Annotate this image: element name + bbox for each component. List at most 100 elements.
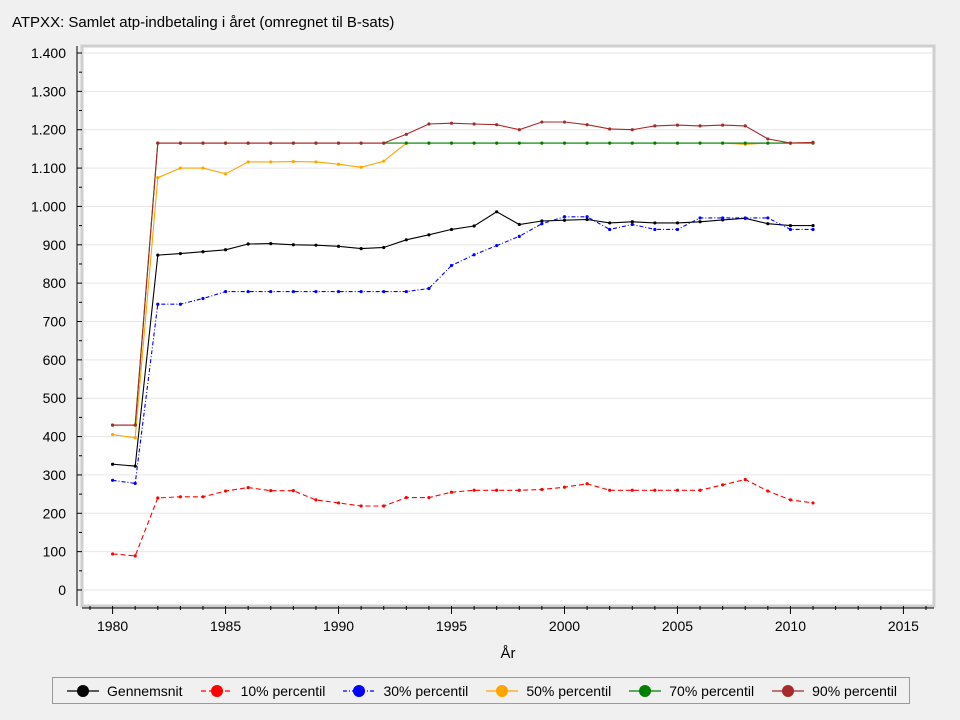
x-axis-label: År bbox=[501, 645, 516, 662]
series-30-percentil bbox=[110, 215, 815, 485]
x-tick-label: 2000 bbox=[549, 618, 580, 634]
data-point bbox=[675, 221, 680, 225]
data-point bbox=[766, 222, 770, 226]
data-point bbox=[721, 483, 725, 487]
data-point bbox=[608, 227, 612, 232]
data-point bbox=[495, 243, 499, 248]
data-point bbox=[133, 436, 137, 440]
y-tick-label: 900 bbox=[43, 237, 67, 253]
data-point bbox=[269, 141, 273, 145]
data-point bbox=[630, 128, 634, 132]
data-point bbox=[449, 121, 454, 125]
data-point bbox=[653, 124, 657, 128]
data-point bbox=[653, 141, 657, 145]
data-point bbox=[178, 166, 182, 170]
series-line bbox=[112, 216, 813, 485]
data-point bbox=[630, 141, 634, 145]
series-line bbox=[112, 478, 814, 557]
data-point bbox=[110, 433, 115, 437]
y-tick-label: 1.100 bbox=[31, 160, 66, 176]
data-point bbox=[201, 250, 205, 254]
data-point bbox=[269, 242, 273, 246]
data-point bbox=[246, 485, 250, 490]
data-point bbox=[472, 224, 476, 228]
data-point bbox=[404, 238, 408, 242]
data-point bbox=[698, 141, 702, 145]
data-point bbox=[562, 141, 567, 145]
data-point bbox=[675, 123, 680, 127]
data-point bbox=[517, 128, 521, 132]
y-tick-label: 600 bbox=[43, 352, 67, 368]
data-point bbox=[269, 489, 273, 493]
data-point bbox=[359, 247, 363, 251]
data-point bbox=[721, 216, 725, 220]
data-point bbox=[811, 140, 815, 144]
data-point bbox=[110, 552, 115, 556]
data-point bbox=[269, 289, 273, 294]
legend-item: 90% percentil bbox=[770, 683, 897, 699]
data-point bbox=[653, 227, 657, 232]
data-point bbox=[698, 488, 702, 492]
data-point bbox=[698, 124, 702, 128]
data-point bbox=[585, 123, 589, 127]
data-point bbox=[721, 123, 725, 127]
data-point bbox=[246, 141, 250, 145]
data-point bbox=[246, 160, 250, 164]
y-tick-label: 200 bbox=[43, 505, 67, 521]
data-point bbox=[811, 224, 815, 228]
data-point bbox=[585, 217, 589, 222]
data-point bbox=[698, 220, 702, 224]
data-point bbox=[110, 423, 115, 427]
data-point bbox=[788, 498, 793, 502]
data-point bbox=[562, 215, 567, 219]
data-point bbox=[223, 289, 228, 294]
data-point bbox=[630, 220, 634, 224]
y-tick-label: 0 bbox=[58, 582, 66, 598]
data-point bbox=[404, 289, 408, 294]
data-point bbox=[495, 488, 499, 492]
data-point bbox=[630, 488, 634, 492]
data-point bbox=[201, 296, 205, 301]
data-point bbox=[359, 165, 363, 169]
data-point bbox=[382, 245, 386, 250]
data-point bbox=[404, 495, 408, 500]
series-10-percentil bbox=[110, 477, 815, 558]
data-point bbox=[517, 488, 521, 492]
data-point bbox=[449, 227, 454, 232]
x-tick-label: 2010 bbox=[775, 618, 806, 634]
data-point bbox=[562, 218, 567, 222]
data-point bbox=[653, 221, 657, 225]
grid-lines bbox=[84, 52, 932, 591]
legend-label: 30% percentil bbox=[383, 682, 469, 699]
data-point bbox=[382, 159, 386, 163]
data-point bbox=[811, 501, 815, 505]
data-point bbox=[608, 221, 612, 225]
data-point bbox=[246, 289, 250, 294]
data-point bbox=[495, 123, 499, 127]
legend-item: Gennemsnit bbox=[65, 683, 183, 699]
data-point bbox=[766, 216, 770, 220]
series-gennemsnit bbox=[110, 210, 815, 468]
data-point bbox=[562, 485, 567, 489]
data-point bbox=[156, 302, 160, 306]
data-point bbox=[223, 489, 228, 493]
data-point bbox=[540, 120, 544, 124]
data-point bbox=[788, 141, 793, 145]
legend-label: 50% percentil bbox=[526, 682, 612, 699]
data-point bbox=[743, 477, 747, 482]
data-point bbox=[766, 141, 770, 145]
data-point bbox=[133, 481, 137, 485]
data-point bbox=[133, 423, 137, 427]
data-point bbox=[359, 289, 363, 294]
data-point bbox=[382, 141, 386, 145]
y-tick-label: 400 bbox=[43, 429, 67, 445]
data-point bbox=[585, 215, 589, 219]
data-point bbox=[721, 141, 725, 145]
data-point bbox=[156, 176, 160, 180]
data-point bbox=[788, 227, 793, 232]
data-point bbox=[472, 122, 476, 126]
x-tick-label: 1985 bbox=[210, 618, 241, 634]
data-point bbox=[201, 166, 205, 170]
data-point bbox=[291, 489, 295, 493]
data-point bbox=[449, 263, 454, 268]
